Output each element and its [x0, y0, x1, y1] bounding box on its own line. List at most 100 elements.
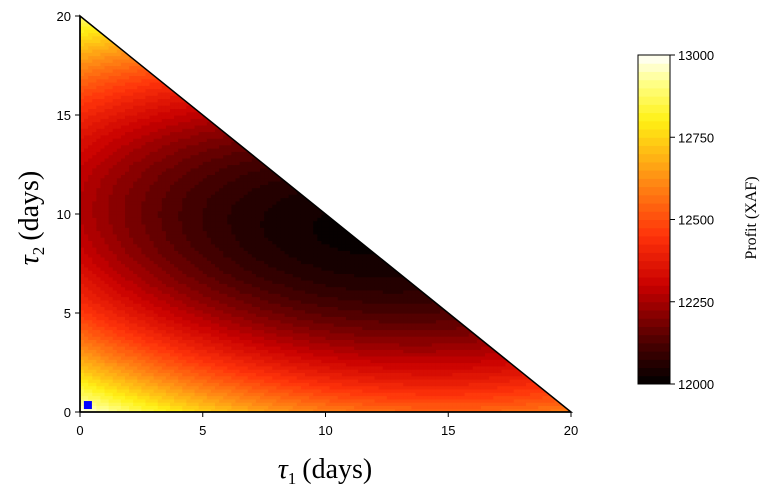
heatmap-cell: [92, 352, 97, 357]
heatmap-cell: [235, 148, 241, 152]
heatmap-cell: [133, 148, 138, 152]
heatmap-cell: [133, 405, 138, 410]
heatmap-cell: [174, 392, 179, 397]
heatmap-cell: [108, 101, 114, 106]
heatmap-cell: [215, 402, 220, 406]
heatmap-cell: [137, 121, 142, 126]
heatmap-cell: [178, 319, 183, 324]
heatmap-cell: [88, 263, 93, 268]
heatmap-cell: [235, 372, 241, 377]
heatmap-cell: [210, 233, 216, 238]
heatmap-cell: [170, 250, 175, 255]
heatmap-cell: [149, 164, 155, 169]
heatmap-cell: [170, 181, 175, 185]
heatmap-cell: [198, 207, 204, 212]
heatmap-cell: [231, 276, 237, 281]
heatmap-cell: [219, 207, 224, 212]
heatmap-cell: [165, 273, 171, 278]
heatmap-cell: [194, 289, 200, 294]
heatmap-cell: [223, 309, 228, 314]
heatmap-cell: [108, 118, 114, 123]
heatmap-cell: [231, 243, 237, 248]
heatmap-cell: [153, 184, 159, 189]
heatmap-cell: [210, 388, 216, 393]
heatmap-cell: [137, 200, 142, 205]
heatmap-cell: [157, 95, 163, 100]
heatmap-cell: [92, 293, 97, 298]
heatmap-cell: [227, 190, 232, 195]
heatmap-cell: [239, 210, 245, 215]
heatmap-cell: [190, 174, 196, 179]
heatmap-cell: [186, 220, 192, 225]
heatmap-cell: [133, 355, 138, 360]
heatmap-cell: [260, 359, 265, 364]
heatmap-cell: [194, 346, 200, 350]
heatmap-cell: [182, 402, 187, 406]
heatmap-cell: [145, 91, 151, 96]
heatmap-cell: [251, 355, 257, 360]
heatmap-cell: [243, 379, 249, 383]
heatmap-cell: [255, 174, 261, 179]
heatmap-cell: [145, 392, 151, 397]
heatmap-cell: [174, 131, 179, 136]
heatmap-cell: [153, 365, 159, 370]
heatmap-cell: [272, 181, 277, 185]
heatmap-cell: [264, 296, 269, 301]
heatmap-cell: [243, 210, 249, 215]
heatmap-cell: [80, 313, 85, 317]
heatmap-cell: [251, 233, 257, 238]
heatmap-cell: [129, 247, 134, 251]
heatmap-cell: [178, 299, 183, 304]
heatmap-cell: [210, 296, 216, 301]
heatmap-cell: [165, 214, 171, 218]
heatmap-cell: [190, 266, 196, 271]
heatmap-cell: [198, 293, 204, 298]
heatmap-cell: [120, 319, 126, 324]
heatmap-cell: [80, 402, 85, 406]
heatmap-cell: [223, 243, 228, 248]
heatmap-cell: [182, 296, 187, 301]
heatmap-cell: [206, 233, 212, 238]
heatmap-cell: [129, 197, 134, 202]
heatmap-cell: [120, 349, 126, 354]
heatmap-cell: [178, 316, 183, 321]
heatmap-cell: [157, 220, 163, 225]
heatmap-cell: [161, 306, 167, 311]
heatmap-cell: [88, 395, 93, 400]
heatmap-cell: [84, 151, 89, 156]
heatmap-cell: [231, 217, 237, 222]
heatmap-cell: [141, 197, 147, 202]
heatmap-cell: [251, 316, 257, 321]
heatmap-cell: [157, 270, 163, 274]
heatmap-cell: [120, 197, 126, 202]
heatmap-cell: [251, 392, 257, 397]
heatmap-cell: [145, 280, 151, 284]
heatmap-cell: [112, 101, 118, 106]
heatmap-cell: [255, 375, 261, 380]
heatmap-cell: [186, 326, 192, 331]
heatmap-cell: [264, 174, 269, 179]
heatmap-cell: [145, 95, 151, 100]
heatmap-cell: [104, 68, 110, 73]
heatmap-cell: [100, 115, 106, 119]
heatmap-cell: [292, 332, 298, 337]
heatmap-cell: [202, 365, 208, 370]
heatmap-cell: [120, 296, 126, 301]
heatmap-cell: [182, 105, 187, 109]
heatmap-cell: [100, 194, 106, 199]
heatmap-cell: [149, 372, 155, 377]
heatmap-cell: [174, 286, 179, 291]
heatmap-cell: [190, 293, 196, 298]
heatmap-cell: [104, 207, 110, 212]
heatmap-cell: [120, 286, 126, 291]
heatmap-cell: [104, 128, 110, 133]
heatmap-cell: [268, 299, 273, 304]
heatmap-cell: [178, 98, 183, 103]
heatmap-cell: [227, 286, 232, 291]
heatmap-cell: [80, 306, 85, 311]
heatmap-cell: [96, 115, 102, 119]
heatmap-cell: [288, 227, 294, 232]
heatmap-cell: [219, 154, 224, 159]
heatmap-cell: [219, 326, 224, 331]
heatmap-cell: [96, 49, 102, 53]
